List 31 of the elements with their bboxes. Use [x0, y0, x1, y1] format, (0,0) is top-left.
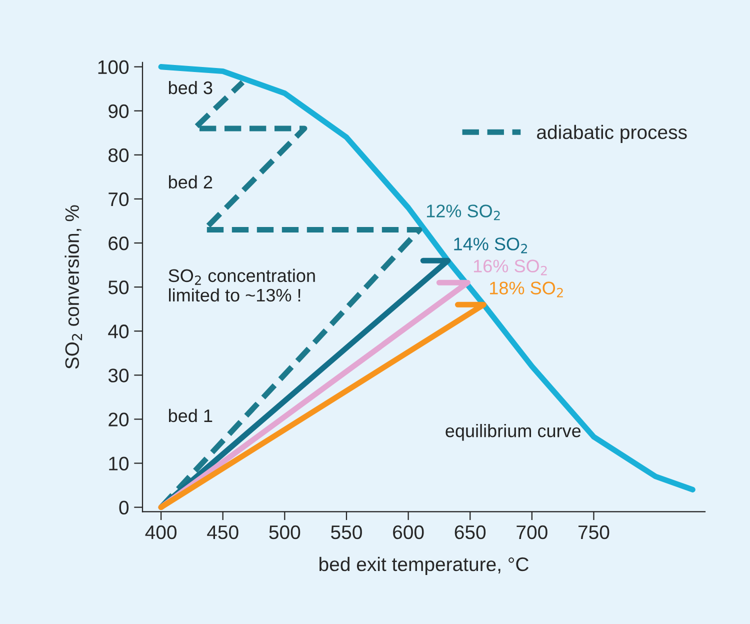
- x-axis-title: bed exit temperature, °C: [320, 556, 528, 576]
- annotation: bed 3: [168, 80, 212, 94]
- y-tick-label: 40: [108, 324, 129, 338]
- annotation: 12% SO$_{2}$: [426, 204, 500, 220]
- y-tick-label: 100: [98, 60, 129, 74]
- series-label: 18% SO$_{2}$: [490, 282, 563, 298]
- y-tick-label: 30: [108, 368, 129, 382]
- annotation: bed 2: [168, 175, 212, 189]
- series-label: equilibrium curve: [446, 424, 581, 441]
- x-tick-label: 550: [331, 525, 362, 540]
- y-tick-label: 90: [108, 104, 129, 118]
- y-tick-label: 20: [108, 412, 129, 426]
- y-tick-label: 50: [108, 280, 129, 294]
- x-tick-label: 600: [393, 525, 424, 540]
- legend-label: adiabatic process: [537, 124, 687, 143]
- x-tick-label: 500: [269, 525, 300, 540]
- x-tick-label: 700: [516, 525, 548, 540]
- x-tick-label: 400: [145, 525, 177, 540]
- series-label: 14% SO$_{2}$: [454, 238, 527, 254]
- y-tick-label: 10: [109, 456, 129, 470]
- y-axis-title: SO$_{2}$ conversion, %: [64, 205, 82, 369]
- y-tick-label: 0: [119, 500, 129, 515]
- x-tick-label: 450: [207, 525, 238, 540]
- y-tick-label: 70: [108, 192, 129, 206]
- x-tick-label: 750: [578, 525, 610, 540]
- x-tick-label: 650: [454, 525, 486, 540]
- y-tick-label: 80: [108, 148, 129, 162]
- annotation: SO$_{2}$ concentration limited to ~13% !: [168, 268, 315, 302]
- y-tick-label: 60: [108, 236, 129, 250]
- series-label: 16% SO$_{2}$: [474, 260, 547, 276]
- annotation: bed 1: [168, 408, 212, 422]
